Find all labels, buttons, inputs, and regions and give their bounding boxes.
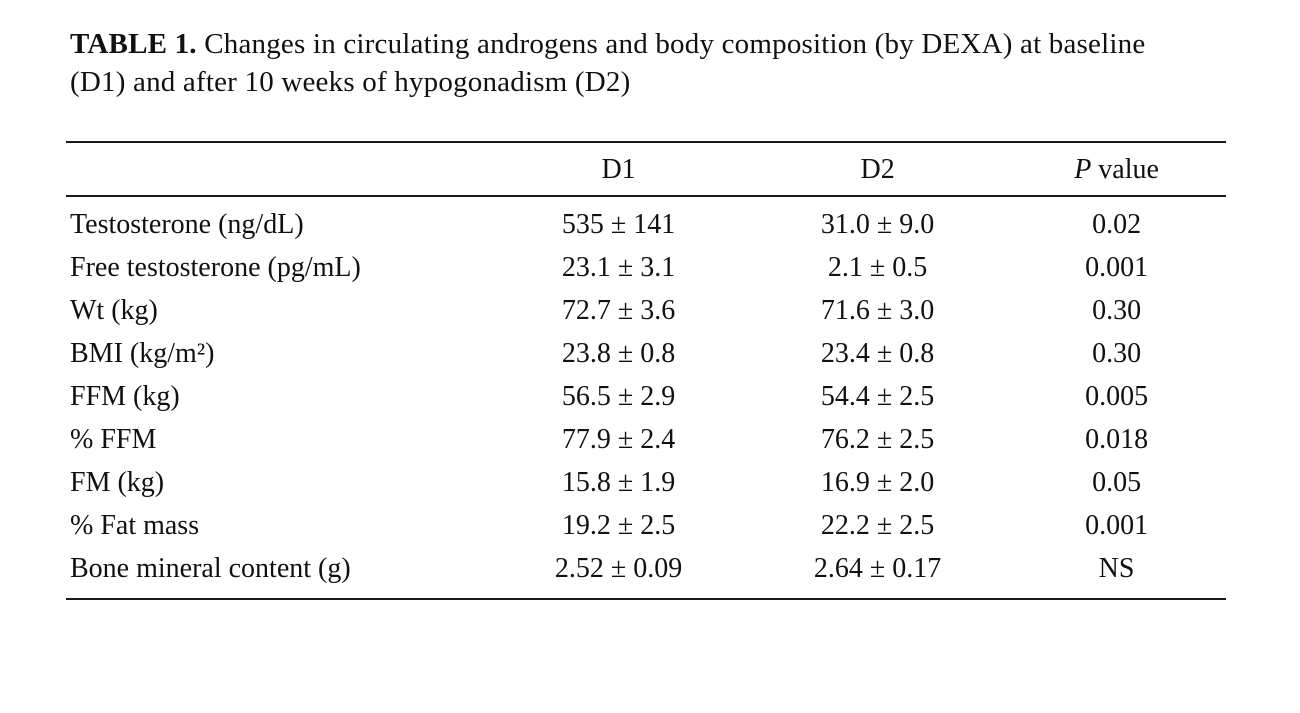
table-caption-number: TABLE 1. [70, 28, 197, 60]
header-p-rest: value [1091, 154, 1159, 185]
row-label: Wt (kg) [70, 295, 158, 326]
table-caption: TABLE 1. Changes in circulating androgen… [70, 25, 1160, 101]
d2-value: 54.4 ± 2.5 [820, 381, 935, 412]
table-row: Wt (kg) 72.7 ± 3.6 71.6 ± 3.0 0.30 [66, 289, 1226, 332]
d1-value: 19.2 ± 2.5 [561, 510, 676, 541]
d2-value: 2.64 ± 0.17 [813, 553, 942, 584]
row-label: BMI (kg/m²) [70, 338, 215, 369]
d1-value: 72.7 ± 3.6 [561, 295, 676, 326]
table-caption-text: Changes in circulating androgens and bod… [70, 28, 1146, 98]
p-value: 0.02 [1092, 209, 1142, 240]
p-value: NS [1098, 553, 1135, 584]
p-value: 0.30 [1092, 295, 1142, 326]
table-row: Testosterone (ng/dL) 535 ± 141 31.0 ± 9.0 0… [66, 196, 1226, 246]
table-row: BMI (kg/m²) 23.8 ± 0.8 23.4 ± 0.8 0.30 [66, 332, 1226, 375]
d2-value: 71.6 ± 3.0 [820, 295, 935, 326]
d2-value: 31.0 ± 9.0 [820, 209, 935, 240]
header-p-value: P value [1007, 142, 1226, 196]
d2-value: 23.4 ± 0.8 [820, 338, 935, 369]
header-d1: D1 [601, 154, 636, 185]
p-value: 0.001 [1085, 252, 1149, 283]
d1-value: 15.8 ± 1.9 [561, 467, 676, 498]
row-label: FFM (kg) [70, 381, 180, 412]
row-label: Bone mineral content (g) [70, 553, 351, 584]
table-row: FFM (kg) 56.5 ± 2.9 54.4 ± 2.5 0.005 [66, 375, 1226, 418]
d2-value: 2.1 ± 0.5 [827, 252, 928, 283]
d1-value: 56.5 ± 2.9 [561, 381, 676, 412]
table-row: FM (kg) 15.8 ± 1.9 16.9 ± 2.0 0.05 [66, 461, 1226, 504]
row-label: Testosterone (ng/dL) [70, 209, 304, 240]
p-value: 0.018 [1085, 424, 1149, 455]
d1-value: 535 ± 141 [561, 209, 676, 240]
header-d2: D2 [860, 154, 895, 185]
table-header: D1 D2 P value [66, 142, 1226, 196]
p-value: 0.05 [1092, 467, 1142, 498]
row-label: % FFM [70, 424, 157, 455]
table-row: % FFM 77.9 ± 2.4 76.2 ± 2.5 0.018 [66, 418, 1226, 461]
row-label: % Fat mass [70, 510, 200, 541]
p-value: 0.001 [1085, 510, 1149, 541]
header-row: D1 D2 P value [66, 142, 1226, 196]
d2-value: 22.2 ± 2.5 [820, 510, 935, 541]
paper-page: TABLE 1. Changes in circulating androgen… [66, 25, 1226, 600]
d2-value: 16.9 ± 2.0 [820, 467, 935, 498]
header-p-italic: P [1074, 154, 1092, 185]
header-empty-cell [66, 142, 489, 196]
d1-value: 2.52 ± 0.09 [554, 553, 683, 584]
d1-value: 23.1 ± 3.1 [561, 252, 676, 283]
d1-value: 77.9 ± 2.4 [561, 424, 676, 455]
row-label: FM (kg) [70, 467, 165, 498]
table-row: Free testosterone (pg/mL) 23.1 ± 3.1 2.1 ±… [66, 246, 1226, 289]
table-body: Testosterone (ng/dL) 535 ± 141 31.0 ± 9.0 0… [66, 196, 1226, 599]
table-row: % Fat mass 19.2 ± 2.5 22.2 ± 2.5 0.001 [66, 504, 1226, 547]
d2-value: 76.2 ± 2.5 [820, 424, 935, 455]
d1-value: 23.8 ± 0.8 [561, 338, 676, 369]
results-table: D1 D2 P value Testosterone (ng/dL) 535 ± … [66, 141, 1226, 600]
row-label: Free testosterone (pg/mL) [70, 252, 361, 283]
p-value: 0.30 [1092, 338, 1142, 369]
p-value: 0.005 [1085, 381, 1149, 412]
table-row: Bone mineral content (g) 2.52 ± 0.09 2.64 … [66, 547, 1226, 599]
